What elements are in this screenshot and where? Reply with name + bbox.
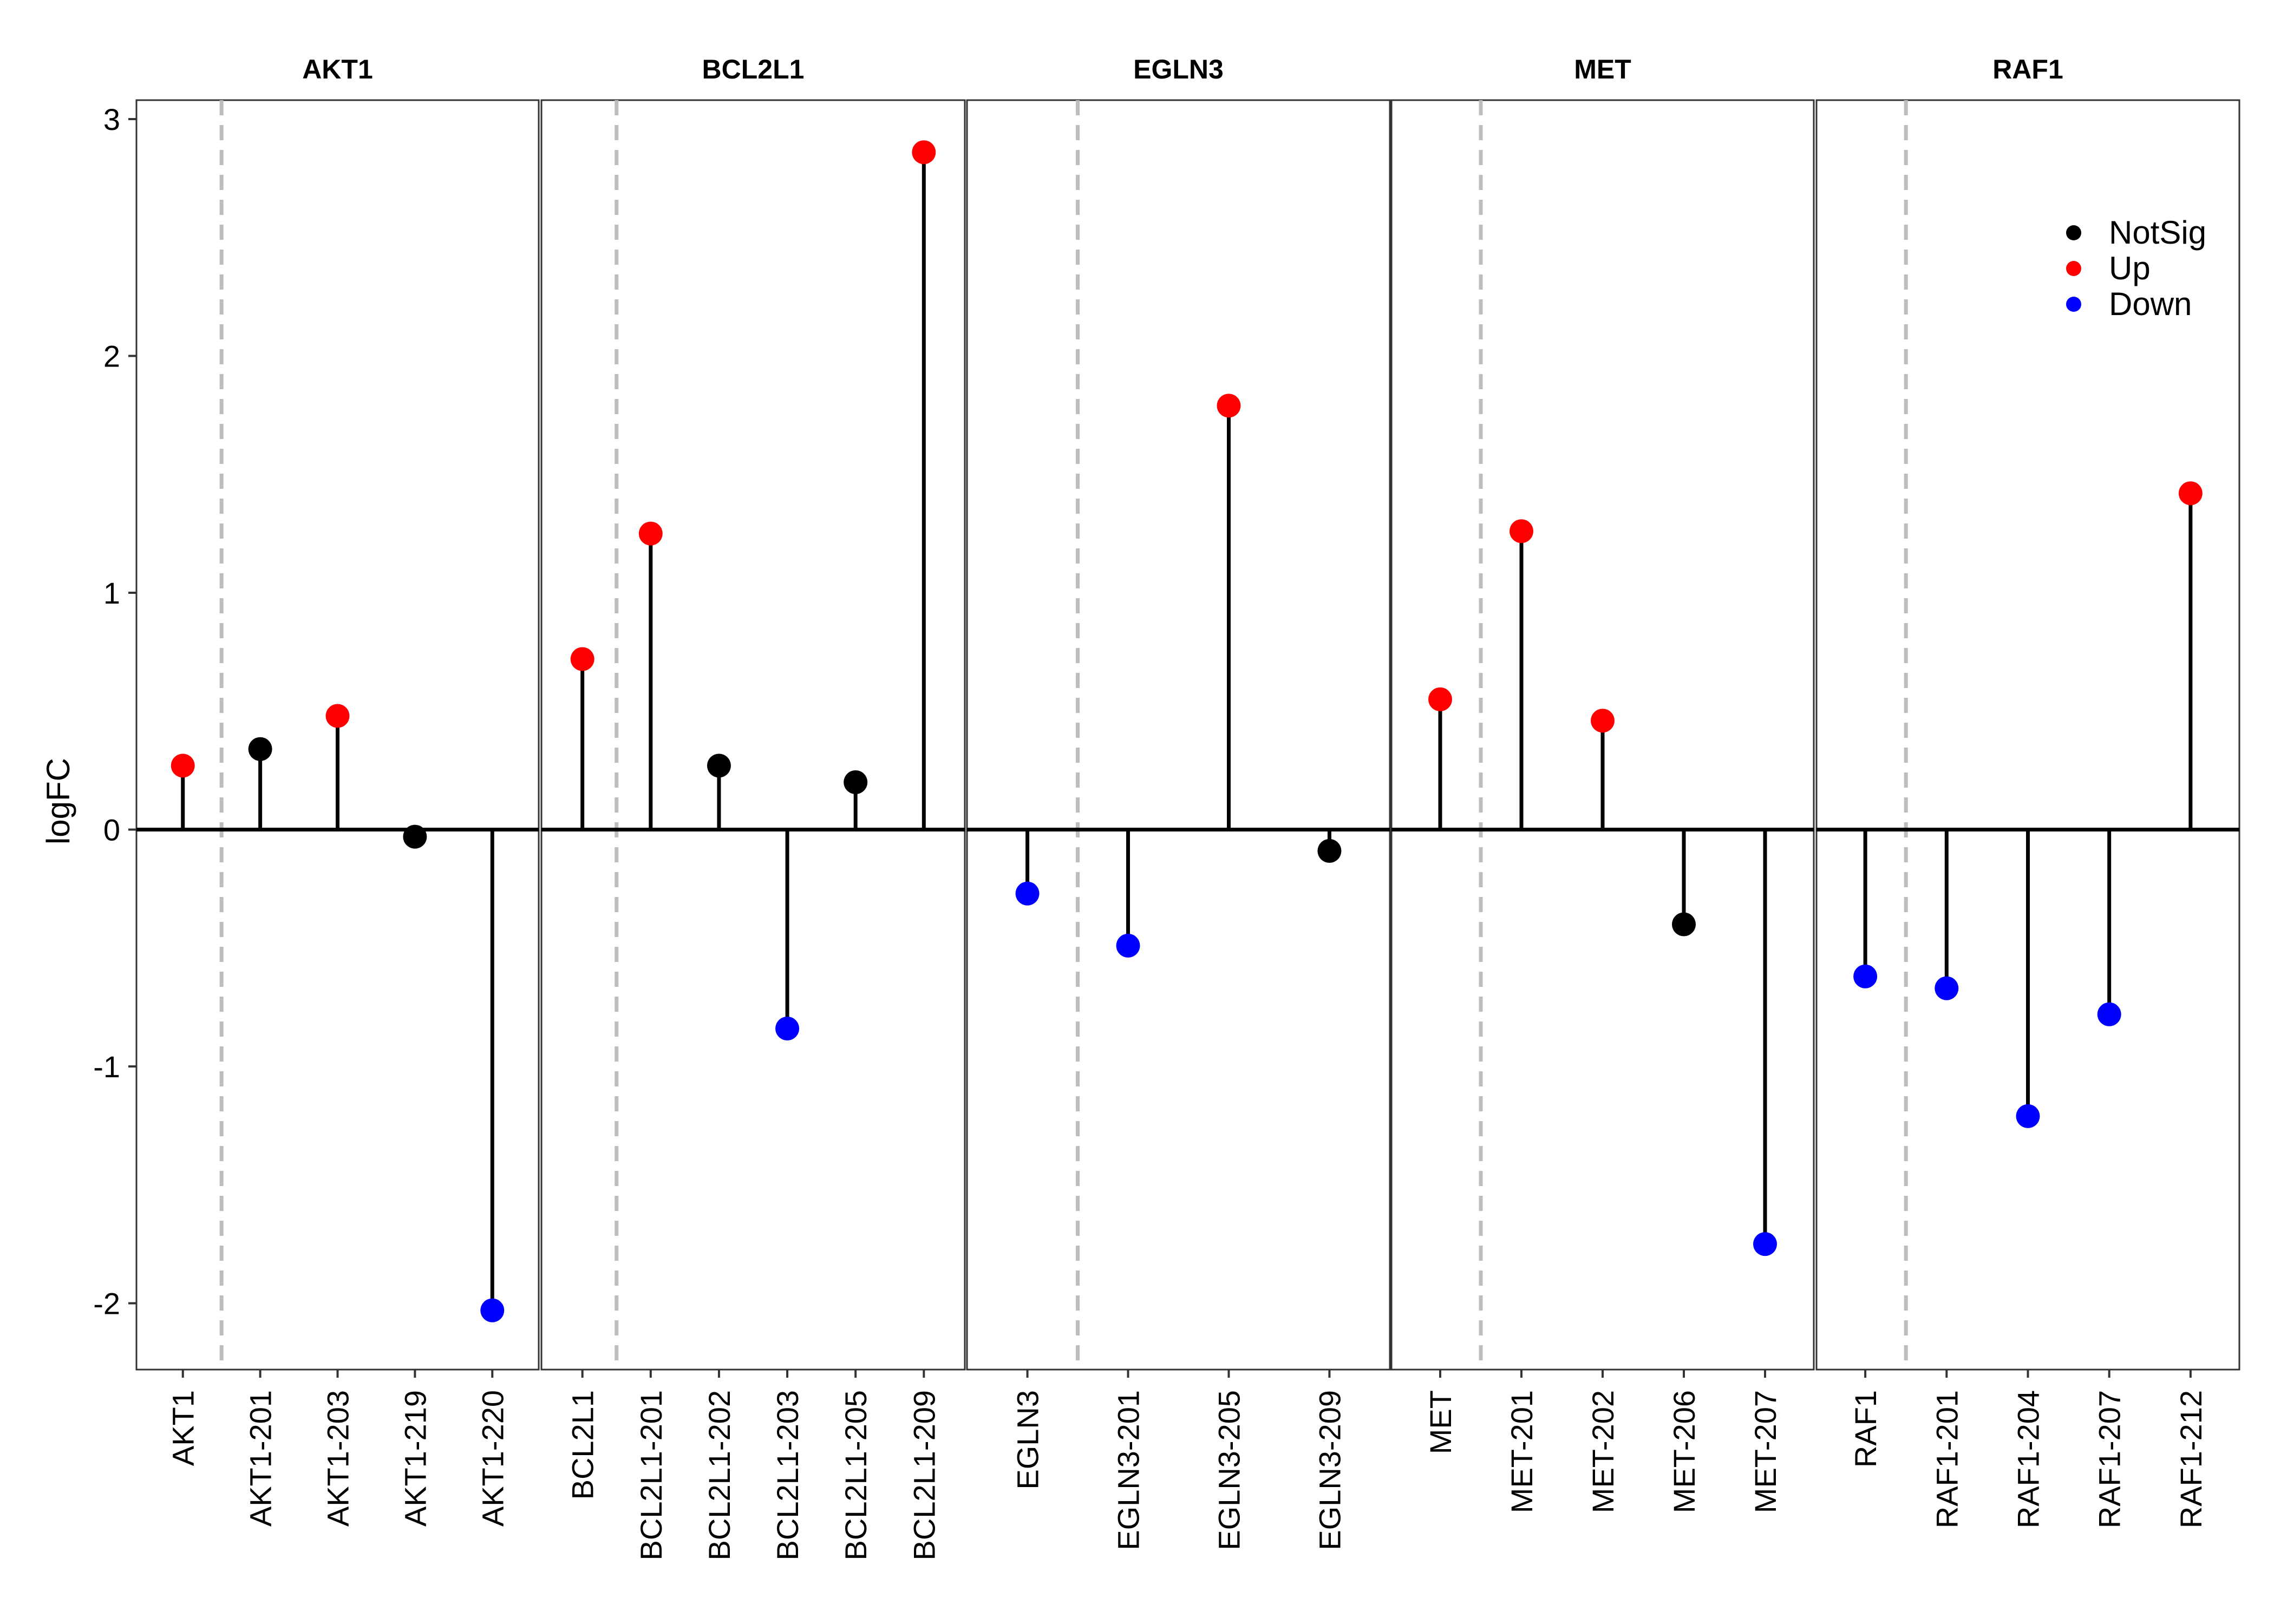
x-tick-label: AKT1-219 [398, 1390, 432, 1527]
x-tick-label: BCL2L1 [566, 1390, 600, 1499]
x-tick-label: EGLN3-201 [1112, 1390, 1146, 1550]
legend-label: Up [2109, 250, 2151, 286]
x-tick-label: AKT1-220 [475, 1390, 509, 1527]
x-tick-label: RAF1-212 [2174, 1390, 2208, 1528]
x-tick-label: EGLN3-205 [1212, 1390, 1246, 1550]
lollipop-point-notsig [1672, 912, 1696, 937]
lollipop-point-down [1935, 976, 1959, 1000]
lollipop-point-notsig [844, 770, 868, 794]
x-tick-label: AKT1-203 [321, 1390, 355, 1527]
x-tick-label: BCL2L1-209 [907, 1390, 941, 1560]
lollipop-point-up [325, 704, 350, 728]
lollipop-point-up [912, 140, 936, 165]
y-axis-label: logFC [40, 758, 76, 844]
panel-border [966, 99, 1391, 1371]
panel-title: RAF1 [1992, 54, 2063, 84]
y-tick-label: 3 [103, 102, 120, 136]
lollipop-point-notsig [1317, 839, 1342, 863]
legend-label: Down [2109, 286, 2192, 322]
lollipop-point-down [1853, 964, 1878, 988]
x-tick-label: RAF1 [1848, 1390, 1883, 1468]
x-tick-label: AKT1 [166, 1390, 200, 1466]
x-tick-label: EGLN3 [1011, 1390, 1045, 1490]
lollipop-point-up [171, 754, 195, 778]
y-tick-label: 1 [103, 576, 120, 610]
x-tick-label: EGLN3-209 [1312, 1390, 1347, 1550]
lollipop-point-notsig [403, 824, 427, 849]
lollipop-point-down [2016, 1104, 2040, 1128]
x-tick-label: BCL2L1-201 [634, 1390, 668, 1560]
x-tick-label: BCL2L1-205 [839, 1390, 873, 1560]
panel-title: AKT1 [302, 54, 373, 84]
panel-title: MET [1574, 54, 1631, 84]
lollipop-point-up [2178, 481, 2203, 506]
x-tick-label: MET [1423, 1390, 1458, 1454]
lollipop-point-down [1753, 1232, 1777, 1256]
y-tick-label: 2 [103, 339, 120, 374]
facet-panel-bcl2l1: BCL2L1 BCL2L1 BCL2L1-201 BCL2L1-202 BCL2L1-2… [540, 54, 966, 1560]
facet-panels: AKT1 AKT1 AKT1-201 AKT1-203 AKT1-219 AKT1-220… [135, 54, 2240, 1560]
legend-key-notsig [2066, 225, 2081, 240]
x-tick-label: MET-207 [1748, 1390, 1782, 1513]
panel-title: EGLN3 [1133, 54, 1224, 84]
legend-key-up [2066, 261, 2081, 276]
facet-panel-egln3: EGLN3 EGLN3 EGLN3-201 EGLN3-205 EGLN3-209 [966, 54, 1391, 1550]
lollipop-point-down [775, 1017, 800, 1040]
facet-panel-raf1: RAF1 RAF1 RAF1-201 RAF1-204 RAF1-207 RAF1-212 [1815, 54, 2240, 1528]
x-tick-label: MET-201 [1505, 1390, 1539, 1513]
lollipop-point-up [1510, 519, 1533, 543]
lollipop-point-down [1015, 881, 1040, 906]
facet-panel-met: MET MET MET-201 MET-202 MET-206 MET-207 [1390, 54, 1815, 1513]
lollipop-point-up [1217, 394, 1241, 418]
y-tick-label: 0 [103, 813, 120, 847]
lollipop-point-down [1116, 933, 1140, 958]
facet-panel-akt1: AKT1 AKT1 AKT1-201 AKT1-203 AKT1-219 AKT1-220 [135, 54, 540, 1527]
lollipop-point-up [1591, 709, 1615, 733]
x-tick-label: MET-206 [1667, 1390, 1701, 1513]
lollipop-point-up [1428, 687, 1452, 711]
lollipop-point-notsig [707, 754, 731, 778]
lollipop-point-up [570, 647, 594, 671]
legend-label: NotSig [2109, 214, 2206, 251]
lollipop-point-down [480, 1298, 505, 1322]
panel-title: BCL2L1 [702, 54, 805, 84]
lollipop-point-notsig [248, 737, 272, 761]
y-axis: 3 2 1 0 -1 -2 [93, 102, 136, 1321]
x-tick-label: RAF1-204 [2011, 1390, 2046, 1528]
x-tick-label: AKT1-201 [244, 1390, 278, 1527]
x-tick-label: BCL2L1-202 [702, 1390, 736, 1560]
lollipop-point-down [2097, 1002, 2121, 1026]
x-tick-label: MET-202 [1586, 1390, 1620, 1513]
y-tick-label: -2 [93, 1287, 120, 1321]
legend-key-down [2066, 297, 2081, 312]
panel-border [540, 99, 966, 1371]
x-tick-label: RAF1-207 [2093, 1390, 2127, 1528]
lollipop-point-up [638, 521, 663, 546]
y-tick-label: -1 [93, 1050, 120, 1084]
x-tick-label: BCL2L1-203 [770, 1390, 805, 1560]
x-tick-label: RAF1-201 [1930, 1390, 1964, 1528]
